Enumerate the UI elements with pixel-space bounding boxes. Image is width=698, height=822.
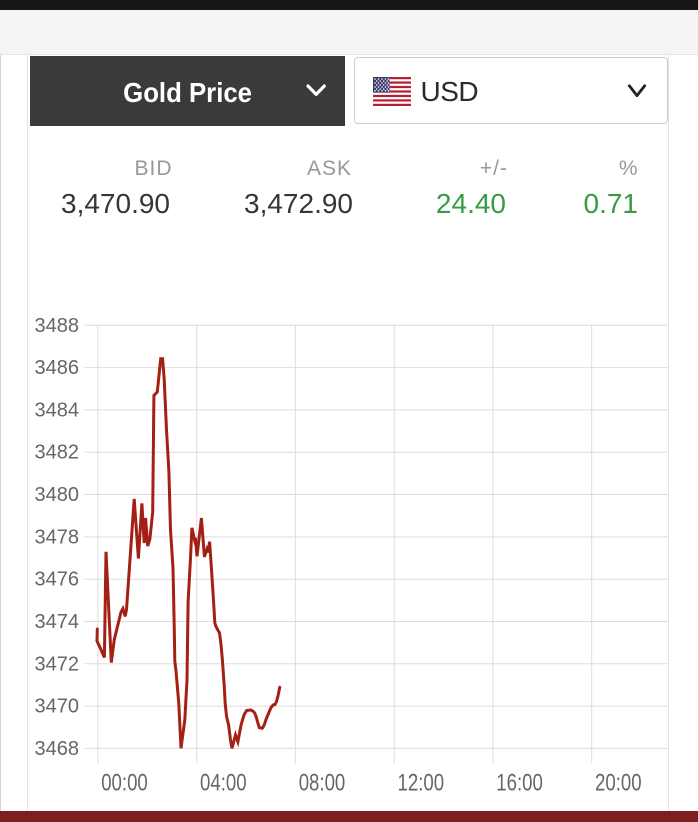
svg-text:3470: 3470 (35, 696, 80, 718)
svg-text:3480: 3480 (35, 484, 80, 506)
svg-text:3482: 3482 (35, 442, 80, 464)
svg-text:20:00: 20:00 (595, 768, 642, 796)
svg-text:3472: 3472 (35, 653, 80, 675)
svg-text:3474: 3474 (35, 611, 80, 633)
svg-text:3488: 3488 (35, 315, 80, 337)
svg-text:16:00: 16:00 (496, 768, 543, 796)
svg-text:00:00: 00:00 (101, 768, 148, 796)
svg-text:3476: 3476 (35, 569, 80, 591)
svg-text:04:00: 04:00 (200, 768, 247, 796)
svg-text:3484: 3484 (35, 399, 80, 421)
svg-text:3486: 3486 (35, 357, 80, 379)
svg-text:3468: 3468 (35, 738, 80, 760)
svg-text:12:00: 12:00 (398, 768, 445, 796)
svg-text:3478: 3478 (35, 526, 80, 548)
svg-text:08:00: 08:00 (299, 768, 346, 796)
